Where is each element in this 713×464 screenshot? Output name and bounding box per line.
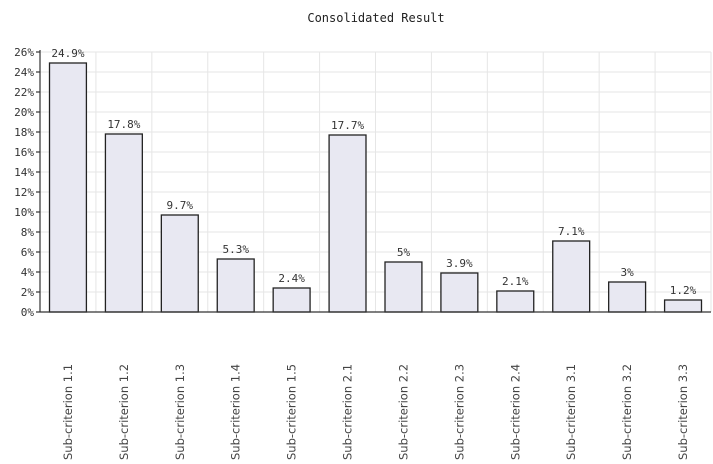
- data-label: 2.4%: [278, 272, 305, 285]
- data-label: 17.8%: [107, 118, 140, 131]
- bar: [328, 134, 367, 313]
- data-label: 5%: [397, 246, 411, 259]
- x-tick-label: Sub-criterion 2.4: [508, 364, 522, 460]
- data-labels: 24.9% 17.8% 9.7% 5.3% 2.4% 17.7% 5% 3.9% 2.1% 7.1…: [51, 47, 696, 297]
- bar: [384, 261, 423, 313]
- chart-title: Consolidated Result: [307, 11, 444, 25]
- y-tick-label: 26%: [14, 46, 34, 59]
- data-label: 9.7%: [167, 199, 194, 212]
- bar: [272, 287, 311, 313]
- data-label: 24.9%: [51, 47, 84, 60]
- bar: [216, 258, 255, 313]
- y-tick-label: 16%: [14, 146, 34, 159]
- data-label: 3%: [621, 266, 635, 279]
- bar: [440, 272, 479, 313]
- x-tick-label: Sub-criterion 1.4: [229, 364, 243, 460]
- y-tick-label: 0%: [21, 306, 35, 319]
- y-tick-label: 18%: [14, 126, 34, 139]
- bars: [48, 62, 703, 313]
- y-tick-label: 8%: [21, 226, 35, 239]
- bar: [552, 240, 591, 313]
- y-tick-label: 12%: [14, 186, 34, 199]
- y-tick-label: 24%: [14, 66, 34, 79]
- x-tick-label: Sub-criterion 1.5: [285, 364, 299, 460]
- x-tick-label: Sub-criterion 2.2: [396, 364, 410, 460]
- y-tick-label: 20%: [14, 106, 34, 119]
- y-axis-ticks: 0% 2% 4% 6% 8% 10% 12% 14% 16% 18% 20% 22% 24% 26%: [14, 46, 40, 319]
- data-label: 17.7%: [331, 119, 364, 132]
- x-tick-label: Sub-criterion 3.1: [564, 364, 578, 460]
- bar: [104, 133, 143, 313]
- bar: [663, 299, 703, 313]
- x-tick-label: Sub-criterion 1.2: [117, 364, 131, 460]
- bar: [160, 214, 199, 313]
- y-tick-label: 10%: [14, 206, 34, 219]
- x-tick-label: Sub-criterion 3.2: [620, 364, 634, 460]
- data-label: 7.1%: [558, 225, 585, 238]
- y-tick-label: 6%: [21, 246, 35, 259]
- x-tick-label: Sub-criterion 1.3: [173, 364, 187, 460]
- data-label: 5.3%: [222, 243, 249, 256]
- x-tick-label: Sub-criterion 2.3: [452, 364, 466, 460]
- gridlines: [39, 51, 712, 313]
- y-tick-label: 4%: [21, 266, 35, 279]
- x-axis-ticks: Sub-criterion 1.1 Sub-criterion 1.2 Sub-cr…: [61, 364, 690, 460]
- data-label: 3.9%: [446, 257, 473, 270]
- x-tick-label: Sub-criterion 1.1: [61, 364, 75, 460]
- x-tick-label: Sub-criterion 2.1: [341, 364, 355, 460]
- data-label: 1.2%: [670, 284, 697, 297]
- bar: [48, 62, 88, 313]
- data-label: 2.1%: [502, 275, 529, 288]
- bar: [608, 281, 647, 313]
- y-tick-label: 2%: [21, 286, 35, 299]
- y-tick-label: 22%: [14, 86, 34, 99]
- y-tick-label: 14%: [14, 166, 34, 179]
- x-tick-label: Sub-criterion 3.3: [676, 364, 690, 460]
- bar: [496, 290, 535, 313]
